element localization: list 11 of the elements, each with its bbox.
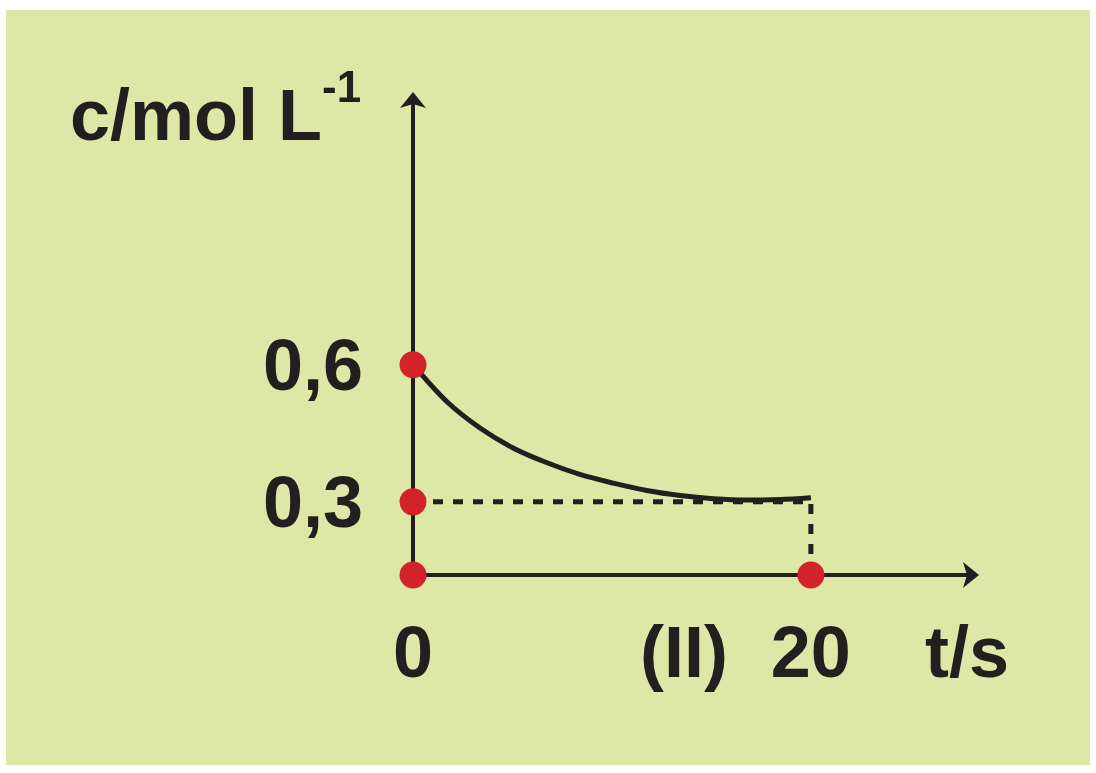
point (399, 488, 427, 516)
x-tick-label: 0 (392, 612, 434, 692)
text: (II) (640, 612, 728, 692)
point (797, 561, 825, 589)
y-axis-title: c/mol L$^{-1}$ (70, 61, 362, 155)
y-tick-label: 0,3 (262, 461, 363, 542)
point (399, 351, 427, 379)
x-tick-label: 20 (770, 612, 851, 692)
y-tick-label: 0,6 (262, 324, 363, 405)
x-axis-title: t/s (925, 612, 1010, 692)
point (399, 561, 427, 589)
